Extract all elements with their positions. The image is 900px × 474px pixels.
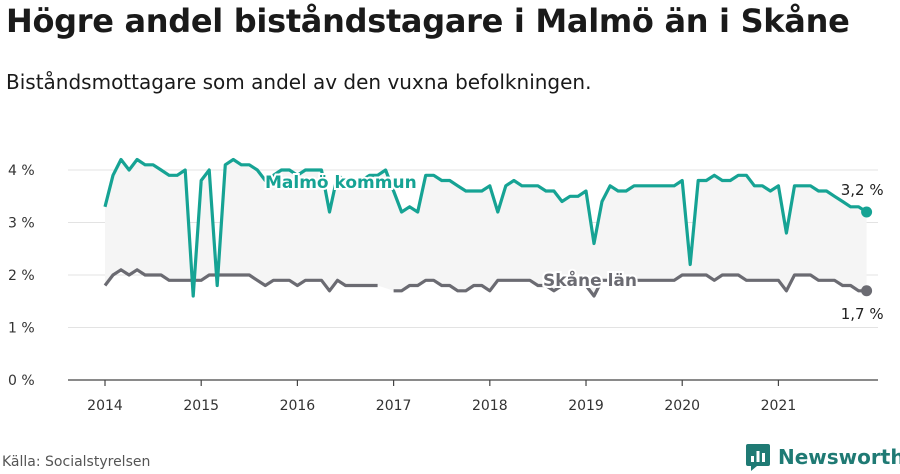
brand-name: Newsworthy	[778, 445, 900, 469]
x-axis: 2014 2015 2016 2017 2018 2019 2020 2021	[68, 379, 878, 414]
x-tick-label: 2021	[761, 398, 797, 414]
chart-title: Högre andel biståndstagare i Malmö än i …	[6, 2, 850, 40]
y-tick-label: 1 %	[8, 321, 35, 337]
y-tick-label: 2 %	[8, 268, 35, 284]
end-label-skane: 1,7 %	[841, 305, 884, 323]
end-label-malmo: 3,2 %	[841, 181, 884, 199]
y-tick-label: 4 %	[8, 163, 35, 179]
range-band	[105, 159, 867, 296]
y-axis: 0 % 1 % 2 % 3 % 4 %	[8, 163, 35, 389]
x-tick-label: 2017	[376, 398, 412, 414]
brand-logo[interactable]: Newsworthy	[745, 441, 900, 473]
series-label-skane: Skåne län	[543, 269, 637, 291]
series-labels: Malmö kommun Skåne län 3,2 % 1,7 %	[263, 171, 884, 323]
series-lines	[103, 157, 873, 298]
series-label-malmo: Malmö kommun	[265, 173, 417, 193]
series-line-skane	[103, 268, 867, 298]
x-tick-label: 2020	[664, 398, 700, 414]
chart-subtitle: Biståndsmottagare som andel av den vuxna…	[6, 70, 592, 94]
x-tick-label: 2016	[280, 398, 316, 414]
x-tick-label: 2015	[183, 398, 219, 414]
x-tick-label: 2014	[87, 398, 123, 414]
x-tick-label: 2019	[568, 398, 604, 414]
x-tick-label: 2018	[472, 398, 508, 414]
end-marker-skane	[861, 285, 873, 297]
end-marker-malmo	[861, 206, 873, 218]
series-line-malmo	[103, 157, 868, 298]
source-note: Källa: Socialstyrelsen	[2, 454, 151, 470]
newsworthy-logo-icon	[746, 444, 770, 471]
y-tick-label: 0 %	[8, 373, 35, 389]
y-tick-label: 3 %	[8, 216, 35, 232]
